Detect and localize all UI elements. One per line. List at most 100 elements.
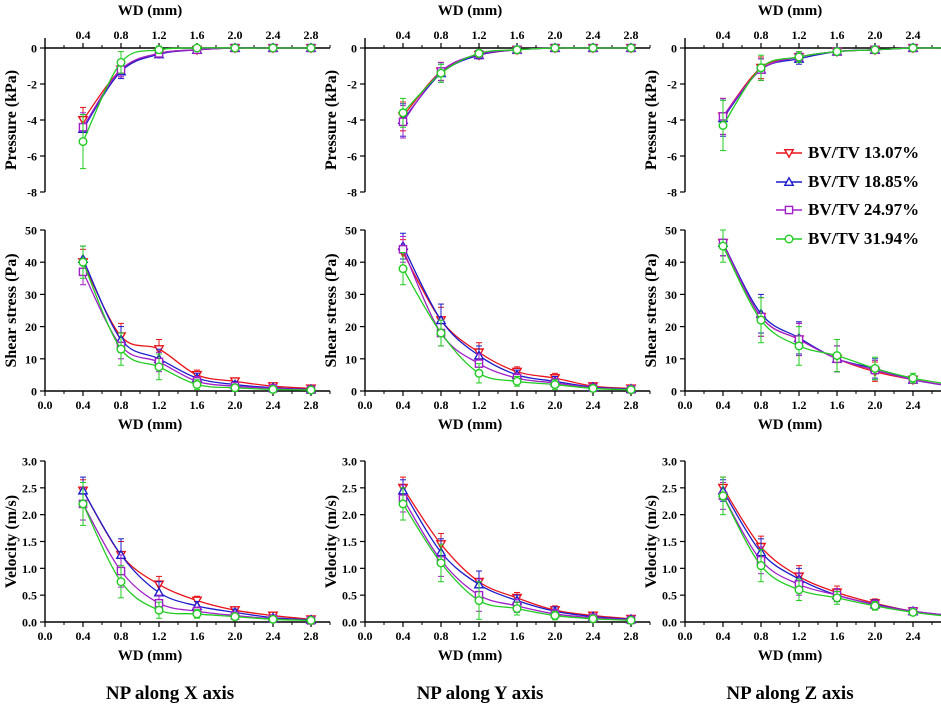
- y-tick-label: 10: [345, 352, 357, 366]
- series-2: [717, 229, 941, 386]
- series-line: [402, 47, 631, 117]
- x-tick-label: 0.8: [434, 28, 449, 42]
- x-tick-label: 1.2: [472, 629, 487, 643]
- marker-circle: [832, 47, 842, 57]
- x-tick-label: 0.0: [38, 398, 53, 412]
- x-axis-label: WD (mm): [438, 648, 503, 664]
- series-4: [718, 43, 941, 152]
- x-tick-label: 0.0: [678, 398, 693, 412]
- y-tick-label: -4: [667, 114, 677, 128]
- legend-label: BV/TV 18.85%: [808, 172, 919, 191]
- marker-circle: [116, 577, 126, 587]
- x-tick-label: 0.4: [76, 28, 91, 42]
- marker-circle: [116, 57, 126, 67]
- marker-triangle-down: [783, 148, 795, 159]
- x-tick-label: 0.4: [76, 629, 91, 643]
- x-tick-label: 1.2: [792, 28, 807, 42]
- x-tick-label: 0.4: [76, 398, 91, 412]
- y-tick-label: 30: [25, 288, 37, 302]
- y-tick-label: 2.0: [342, 508, 357, 522]
- x-axis-label: WD (mm): [118, 417, 183, 433]
- x-tick-label: 2.8: [624, 398, 639, 412]
- series-line: [722, 47, 941, 117]
- x-tick-label: 2.4: [906, 398, 921, 412]
- x-tick-label: 1.6: [510, 629, 525, 643]
- y-tick-label: 1.0: [662, 562, 677, 576]
- series-3: [718, 481, 941, 616]
- panel-shear_stress-y: 0.0 0.4 0.8 1.2 1.6 2.0 2.4 2.8 WD (mm) 0 10 20 30 40…: [323, 224, 651, 433]
- x-tick-label: 2.0: [228, 28, 243, 42]
- y-tick-label: -8: [667, 186, 677, 200]
- x-tick-label: 1.6: [830, 629, 845, 643]
- marker-circle: [306, 385, 316, 395]
- y-axis-label: Velocity (m/s): [643, 495, 660, 588]
- marker-circle: [550, 611, 560, 621]
- series-2: [77, 476, 317, 624]
- y-tick-label: 0.0: [662, 616, 677, 630]
- series-1: [77, 248, 317, 395]
- y-tick-label: 3.0: [22, 455, 37, 469]
- marker-circle: [794, 52, 804, 62]
- series-line: [402, 47, 631, 123]
- y-tick-label: -8: [27, 186, 37, 200]
- legend-item-2: BV/TV 18.85%: [776, 172, 919, 191]
- x-tick-label: 0.4: [716, 28, 731, 42]
- x-axis-label: WD (mm): [758, 417, 823, 433]
- marker-circle: [626, 385, 636, 395]
- y-tick-label: 40: [665, 256, 677, 270]
- x-tick-label: 2.0: [548, 629, 563, 643]
- y-tick-label: 50: [665, 224, 677, 238]
- y-axis-label: Pressure (kPa): [643, 70, 660, 170]
- y-tick-label: -6: [347, 150, 357, 164]
- x-tick-label: 1.2: [792, 398, 807, 412]
- y-tick-label: 40: [345, 256, 357, 270]
- series-3: [718, 229, 941, 386]
- y-tick-label: 40: [25, 256, 37, 270]
- series-line: [82, 47, 311, 121]
- y-axis-label: Shear stress (Pa): [643, 253, 660, 367]
- marker-circle: [512, 376, 522, 386]
- panel-velocity-y: 0.0 0.4 0.8 1.2 1.6 2.0 2.4 2.8 WD (mm) 0.0 0.5 1.0…: [323, 455, 651, 664]
- x-axis-label: WD (mm): [438, 3, 503, 19]
- y-tick-label: 0: [31, 385, 37, 399]
- marker-circle: [230, 612, 240, 622]
- y-tick-label: 10: [25, 352, 37, 366]
- x-tick-label: 1.6: [190, 28, 205, 42]
- y-tick-label: 0: [31, 42, 37, 56]
- y-tick-label: -2: [347, 78, 357, 92]
- x-tick-label: 1.6: [190, 398, 205, 412]
- x-tick-label: 2.4: [266, 398, 281, 412]
- y-tick-label: 30: [665, 288, 677, 302]
- series-1: [77, 43, 317, 134]
- x-tick-label: 2.0: [228, 629, 243, 643]
- y-tick-label: 2.5: [342, 481, 357, 495]
- x-tick-label: 0.0: [358, 398, 373, 412]
- y-tick-label: -6: [667, 150, 677, 164]
- x-tick-label: 0.8: [754, 28, 769, 42]
- y-tick-label: 1.5: [342, 535, 357, 549]
- marker-circle: [832, 351, 842, 361]
- legend-label: BV/TV 13.07%: [808, 143, 919, 162]
- marker-circle: [268, 43, 278, 53]
- legend-label: BV/TV 31.94%: [808, 229, 919, 248]
- y-tick-label: 0: [351, 385, 357, 399]
- x-tick-label: 1.2: [472, 398, 487, 412]
- marker-circle: [436, 328, 446, 338]
- x-tick-label: 0.4: [396, 398, 411, 412]
- legend-item-3: BV/TV 24.97%: [776, 200, 919, 219]
- y-tick-label: 2.0: [662, 508, 677, 522]
- marker-circle: [474, 596, 484, 606]
- y-tick-label: 2.5: [22, 481, 37, 495]
- series-1: [717, 43, 941, 135]
- y-tick-label: 1.0: [342, 562, 357, 576]
- x-tick-label: 1.2: [152, 28, 167, 42]
- series-3: [398, 43, 636, 139]
- marker-circle: [154, 362, 164, 372]
- x-tick-label: 0.4: [716, 629, 731, 643]
- series-2: [717, 42, 941, 137]
- marker-circle: [550, 43, 560, 53]
- y-tick-label: -2: [667, 78, 677, 92]
- x-tick-label: 1.6: [510, 398, 525, 412]
- marker-circle: [908, 607, 918, 617]
- marker-circle: [268, 384, 278, 394]
